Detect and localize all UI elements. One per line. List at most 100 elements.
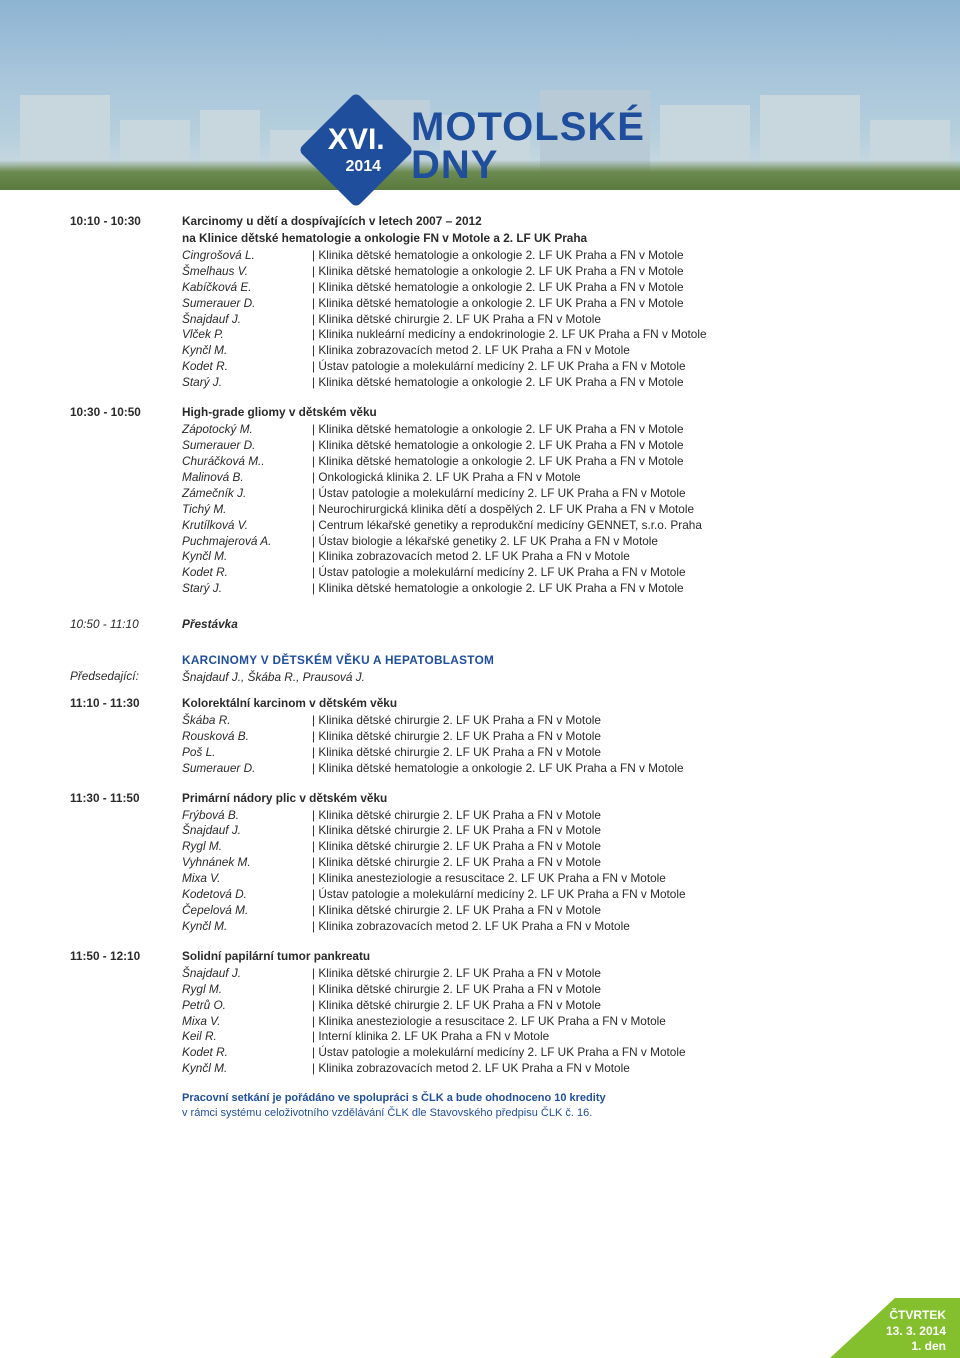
author-name: Kynčl M. xyxy=(182,549,312,565)
author-affiliation: | Klinika dětské chirurgie 2. LF UK Prah… xyxy=(312,745,890,761)
author-affiliation: | Klinika dětské hematologie a onkologie… xyxy=(312,454,890,470)
author-name: Šnajdauf J. xyxy=(182,312,312,328)
break-label: Přestávka xyxy=(182,617,890,633)
author-affiliation: | Ústav patologie a molekulární medicíny… xyxy=(312,1045,890,1061)
author-name: Vyhnánek M. xyxy=(182,855,312,871)
author-name: Kodet R. xyxy=(182,359,312,375)
author-row: Petrů O. | Klinika dětské chirurgie 2. L… xyxy=(182,998,890,1014)
author-row: Zámečník J. | Ústav patologie a molekulá… xyxy=(182,486,890,502)
author-affiliation: | Klinika dětské chirurgie 2. LF UK Prah… xyxy=(312,729,890,745)
date-tab: ČTVRTEK 13. 3. 2014 1. den xyxy=(830,1298,960,1358)
author-row: Šnajdauf J. | Klinika dětské chirurgie 2… xyxy=(182,823,890,839)
author-row: Kynčl M. | Klinika zobrazovacích metod 2… xyxy=(182,1061,890,1077)
author-name: Starý J. xyxy=(182,375,312,391)
author-name: Petrů O. xyxy=(182,998,312,1014)
author-row: Sumerauer D. | Klinika dětské hematologi… xyxy=(182,438,890,454)
footer-line1: Pracovní setkání je pořádáno ve spoluprá… xyxy=(182,1091,890,1106)
author-row: Starý J. | Klinika dětské hematologie a … xyxy=(182,581,890,597)
author-affiliation: | Klinika dětské hematologie a onkologie… xyxy=(312,280,890,296)
author-name: Poš L. xyxy=(182,745,312,761)
author-row: Rousková B. | Klinika dětské chirurgie 2… xyxy=(182,729,890,745)
talk-time: 10:30 - 10:50 xyxy=(70,405,182,597)
author-affiliation: | Klinika zobrazovacích metod 2. LF UK P… xyxy=(312,1061,890,1077)
logo-roman: XVI. xyxy=(328,123,385,156)
author-name: Starý J. xyxy=(182,581,312,597)
author-affiliation: | Klinika anesteziologie a resuscitace 2… xyxy=(312,871,890,887)
author-affiliation: | Ústav biologie a lékařské genetiky 2. … xyxy=(312,534,890,550)
author-row: Tichý M. | Neurochirurgická klinika dětí… xyxy=(182,502,890,518)
author-row: Poš L. | Klinika dětské chirurgie 2. LF … xyxy=(182,745,890,761)
author-row: Sumerauer D. | Klinika dětské hematologi… xyxy=(182,296,890,312)
author-name: Mixa V. xyxy=(182,871,312,887)
talk-title: Solidní papilární tumor pankreatu xyxy=(182,949,890,965)
author-name: Zámečník J. xyxy=(182,486,312,502)
author-name: Rygl M. xyxy=(182,839,312,855)
author-row: Šnajdauf J. | Klinika dětské chirurgie 2… xyxy=(182,966,890,982)
program-content: 10:10 - 10:30 Karcinomy u dětí a dospíva… xyxy=(0,190,960,1077)
talk-subtitle: na Klinice dětské hematologie a onkologi… xyxy=(182,231,890,247)
author-name: Cingrošová L. xyxy=(182,248,312,264)
author-name: Sumerauer D. xyxy=(182,296,312,312)
author-affiliation: | Klinika dětské hematologie a onkologie… xyxy=(312,422,890,438)
author-name: Kodet R. xyxy=(182,1045,312,1061)
author-name: Šmelhaus V. xyxy=(182,264,312,280)
author-row: Kodet R. | Ústav patologie a molekulární… xyxy=(182,1045,890,1061)
author-row: Sumerauer D. | Klinika dětské hematologi… xyxy=(182,761,890,777)
talk-time: 11:30 - 11:50 xyxy=(70,791,182,935)
section-heading: KARCINOMY V DĚTSKÉM VĚKU A HEPATOBLASTOM xyxy=(182,653,890,669)
talk-block: 10:10 - 10:30 Karcinomy u dětí a dospíva… xyxy=(70,214,890,391)
section-header: Předsedající: KARCINOMY V DĚTSKÉM VĚKU A… xyxy=(70,653,890,686)
author-name: Tichý M. xyxy=(182,502,312,518)
author-affiliation: | Klinika dětské chirurgie 2. LF UK Prah… xyxy=(312,982,890,998)
author-name: Kynčl M. xyxy=(182,343,312,359)
author-row: Čepelová M. | Klinika dětské chirurgie 2… xyxy=(182,903,890,919)
author-affiliation: | Klinika dětské chirurgie 2. LF UK Prah… xyxy=(312,855,890,871)
author-affiliation: | Ústav patologie a molekulární medicíny… xyxy=(312,887,890,903)
author-name: Sumerauer D. xyxy=(182,761,312,777)
author-row: Cingrošová L. | Klinika dětské hematolog… xyxy=(182,248,890,264)
author-affiliation: | Klinika dětské hematologie a onkologie… xyxy=(312,438,890,454)
author-row: Kynčl M. | Klinika zobrazovacích metod 2… xyxy=(182,919,890,935)
author-affiliation: | Klinika dětské chirurgie 2. LF UK Prah… xyxy=(312,903,890,919)
author-name: Rousková B. xyxy=(182,729,312,745)
talk-block: 10:30 - 10:50 High-grade gliomy v dětské… xyxy=(70,405,890,597)
author-affiliation: | Klinika dětské hematologie a onkologie… xyxy=(312,264,890,280)
author-name: Šnajdauf J. xyxy=(182,966,312,982)
author-row: Starý J. | Klinika dětské hematologie a … xyxy=(182,375,890,391)
talk-time: 11:10 - 11:30 xyxy=(70,696,182,777)
author-affiliation: | Klinika anesteziologie a resuscitace 2… xyxy=(312,1014,890,1030)
author-row: Malinová B. | Onkologická klinika 2. LF … xyxy=(182,470,890,486)
author-affiliation: | Klinika zobrazovacích metod 2. LF UK P… xyxy=(312,919,890,935)
author-row: Škába R. | Klinika dětské chirurgie 2. L… xyxy=(182,713,890,729)
break-time: 10:50 - 11:10 xyxy=(70,617,182,633)
author-row: Kabíčková E. | Klinika dětské hematologi… xyxy=(182,280,890,296)
author-name: Šnajdauf J. xyxy=(182,823,312,839)
banner-header: XVI. 2014 MOTOLSKÉ DNY xyxy=(0,0,960,190)
author-row: Šmelhaus V. | Klinika dětské hematologie… xyxy=(182,264,890,280)
author-row: Rygl M. | Klinika dětské chirurgie 2. LF… xyxy=(182,982,890,998)
author-affiliation: | Klinika dětské hematologie a onkologie… xyxy=(312,375,890,391)
author-row: Mixa V. | Klinika anesteziologie a resus… xyxy=(182,1014,890,1030)
author-row: Kodet R. | Ústav patologie a molekulární… xyxy=(182,565,890,581)
date-tab-dayn: 1. den xyxy=(830,1339,946,1355)
author-row: Zápotocký M. | Klinika dětské hematologi… xyxy=(182,422,890,438)
author-row: Kodetová D. | Ústav patologie a molekulá… xyxy=(182,887,890,903)
author-name: Škába R. xyxy=(182,713,312,729)
author-affiliation: | Ústav patologie a molekulární medicíny… xyxy=(312,359,890,375)
author-row: Vlček P. | Klinika nukleární medicíny a … xyxy=(182,327,890,343)
author-name: Malinová B. xyxy=(182,470,312,486)
author-affiliation: | Klinika dětské hematologie a onkologie… xyxy=(312,296,890,312)
author-name: Mixa V. xyxy=(182,1014,312,1030)
author-name: Kynčl M. xyxy=(182,1061,312,1077)
author-affiliation: | Neurochirurgická klinika dětí a dospěl… xyxy=(312,502,890,518)
chair-names: Šnajdauf J., Škába R., Prausová J. xyxy=(182,670,890,686)
author-name: Zápotocký M. xyxy=(182,422,312,438)
logo-title: MOTOLSKÉ DNY xyxy=(411,108,645,184)
author-name: Kabíčková E. xyxy=(182,280,312,296)
logo-title-line1: MOTOLSKÉ xyxy=(411,108,645,146)
logo-year: 2014 xyxy=(345,158,381,175)
author-affiliation: | Klinika dětské chirurgie 2. LF UK Prah… xyxy=(312,966,890,982)
author-affiliation: | Klinika dětské chirurgie 2. LF UK Prah… xyxy=(312,312,890,328)
author-row: Churáčková M.. | Klinika dětské hematolo… xyxy=(182,454,890,470)
author-name: Čepelová M. xyxy=(182,903,312,919)
